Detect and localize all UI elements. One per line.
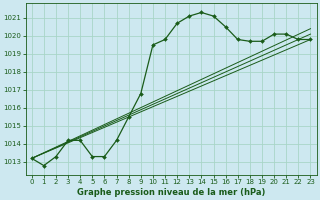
X-axis label: Graphe pression niveau de la mer (hPa): Graphe pression niveau de la mer (hPa) [77,188,265,197]
